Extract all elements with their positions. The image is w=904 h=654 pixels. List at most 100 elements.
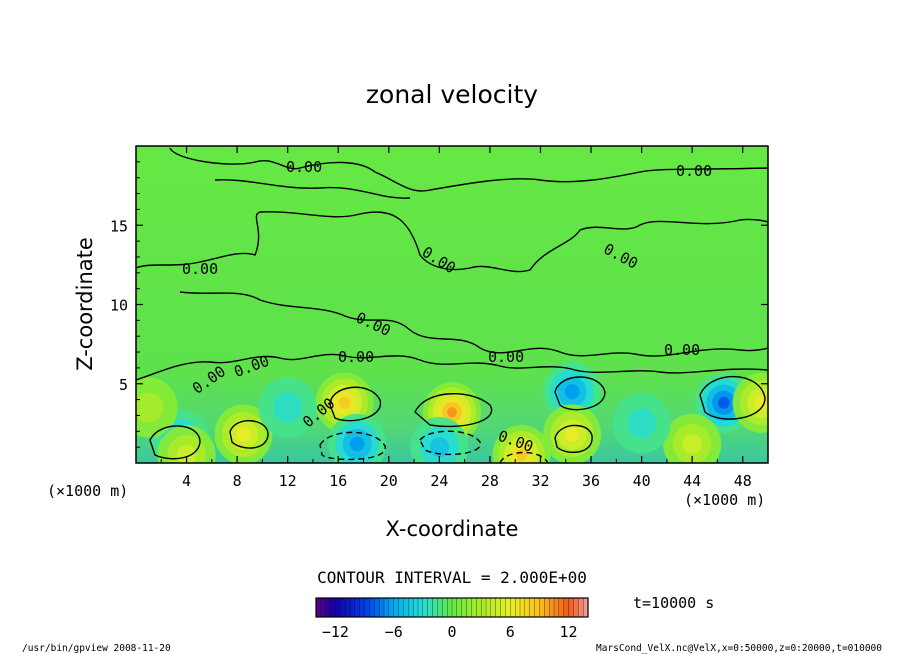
contour-line-vortex-5: [229, 420, 269, 449]
colorbar-cell: [461, 597, 468, 618]
colorbar-cell: [529, 597, 536, 618]
contour-line-low: [136, 353, 768, 381]
footer-left: /usr/bin/gpview 2008-11-20: [22, 643, 171, 654]
x-tick-label: 16: [329, 472, 347, 490]
colorbar-cell: [558, 597, 565, 618]
x-ticks: 4 8 12 16 20 24 28 32 36 40 44 48: [160, 146, 752, 490]
contour-line-vortex-9: [499, 451, 549, 463]
colorbar-cell: [383, 597, 390, 618]
velocity-cell: [429, 437, 450, 458]
colorbar-cell: [335, 597, 341, 618]
colorbar-cell: [374, 597, 380, 618]
colorbar-cell: [417, 597, 424, 618]
colorbar-cell: [456, 597, 463, 618]
x-tick-label: 24: [430, 472, 448, 490]
colorbar-cell: [325, 597, 332, 618]
velocity-cell: [236, 426, 251, 442]
velocity-cell: [273, 392, 303, 423]
colorbar-cell: [315, 597, 322, 618]
colorbar-cell: [408, 597, 414, 618]
colorbar-cell: [524, 597, 531, 618]
velocity-cell: [564, 426, 580, 442]
colorbar-tick-label: 12: [560, 623, 578, 641]
colorbar-cell: [427, 597, 434, 618]
contour-line-vortex-1: [329, 386, 381, 422]
colorbar-cell: [388, 597, 395, 618]
chart-title: zonal velocity: [366, 80, 538, 109]
contour-line-vortex-4: [699, 375, 766, 420]
colorbar-cell: [340, 597, 346, 618]
contour-label: 0.00: [182, 260, 218, 278]
x-tick-label: 32: [531, 472, 549, 490]
colorbar-ticks: −12 −6 0 6 12: [322, 623, 578, 641]
colorbar-cell: [544, 597, 550, 618]
colorbar-tick-label: 6: [506, 623, 515, 641]
y-axis-label: Z-coordinate: [73, 237, 97, 371]
x-tick-label: 44: [683, 472, 701, 490]
contour-lines: [136, 147, 768, 463]
colorbar-cell: [320, 597, 327, 618]
x-tick-label: 8: [233, 472, 242, 490]
colorbar-cell: [369, 597, 375, 618]
velocity-cell: [717, 396, 730, 409]
velocity-cell: [349, 436, 365, 452]
colorbar-cell: [412, 597, 419, 618]
colorbar-cell: [403, 597, 409, 618]
footer-right: MarsCond_VelX.nc@VelX,x=0:50000,z=0:2000…: [596, 643, 882, 654]
contour-line-upper-b: [214, 179, 411, 199]
x-tick-label: 4: [182, 472, 191, 490]
x-axis-units-right: (×1000 m): [684, 491, 765, 509]
colorbar-cell: [344, 597, 351, 618]
colorbar-cell: [393, 597, 400, 618]
velocity-cells: [136, 361, 768, 463]
velocity-cell: [627, 408, 657, 439]
contour-interval: CONTOUR INTERVAL = 2.000E+00: [317, 568, 587, 587]
colorbar-cell: [519, 597, 526, 618]
colorbar-cell: [476, 597, 482, 618]
x-tick-label: 12: [279, 472, 297, 490]
contour-line-mid: [136, 211, 768, 273]
contour-label: 0.00: [286, 158, 322, 176]
colorbar-tick-label: −12: [322, 623, 349, 641]
contour-line-mid-b: [179, 291, 768, 357]
contour-line-vortex-2: [414, 393, 493, 428]
velocity-cell: [564, 384, 580, 400]
y-ticks: 5 10 15: [110, 161, 768, 448]
contour-line-vortex-8: [319, 431, 386, 461]
colorbar-cell: [354, 597, 361, 618]
velocity-cell: [136, 392, 164, 423]
colorbar-cell: [480, 597, 487, 618]
colorbar-cell: [446, 597, 453, 618]
velocity-cell: [338, 396, 351, 409]
contour-line-vortex-7: [149, 425, 201, 460]
velocity-cell: [447, 407, 457, 418]
y-tick-label: 5: [119, 376, 128, 394]
colorbar-cell: [471, 597, 477, 618]
plot-area: 0.00 0.00 0.00 0.00 0.00 0.00 0.00 0.00 …: [136, 146, 768, 463]
colorbar-cell: [578, 597, 584, 618]
colorbar-cell: [514, 597, 521, 618]
colorbar-cell: [349, 597, 356, 618]
colorbar-cell: [378, 597, 385, 618]
colorbar-cell: [505, 597, 511, 618]
time-label: t=10000 s: [633, 594, 714, 612]
x-tick-label: 36: [582, 472, 600, 490]
x-tick-label: 28: [481, 472, 499, 490]
colorbar-cell: [466, 597, 472, 618]
x-tick-label: 20: [380, 472, 398, 490]
y-tick-label: 10: [110, 297, 128, 315]
colorbar-tick-label: −6: [385, 623, 403, 641]
colorbar-cell: [422, 597, 429, 618]
contour-line-upper: [169, 147, 768, 192]
x-axis-units-left: (×1000 m): [47, 482, 128, 500]
contour-line-vortex-3: [554, 376, 606, 411]
colorbar-cell: [398, 597, 404, 618]
x-axis: 4 8 12 16 20 24 28 32 36 40 44 48 (×1000 m) (×1000 …: [47, 146, 765, 541]
colorbar-cell: [573, 597, 579, 618]
y-axis: 5 10 15 Z-coordinate: [73, 161, 768, 448]
x-axis-label: X-coordinate: [386, 517, 519, 541]
colorbar-cell: [534, 597, 540, 618]
velocity-cell: [515, 449, 528, 462]
contour-label: 0.00: [664, 341, 700, 359]
